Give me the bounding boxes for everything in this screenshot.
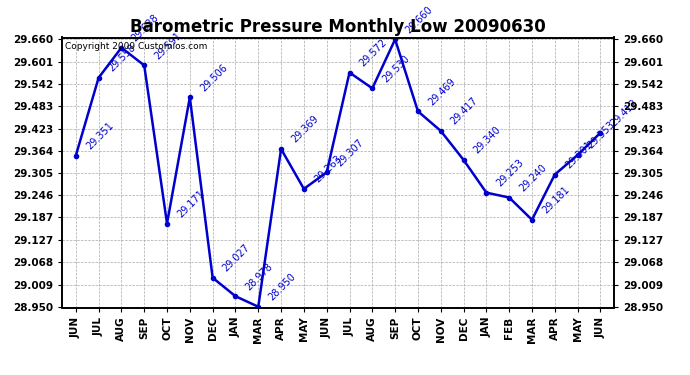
Text: 29.353: 29.353 [586,120,617,151]
Text: 29.572: 29.572 [358,37,389,68]
Text: 29.240: 29.240 [518,162,549,194]
Title: Barometric Pressure Monthly Low 20090630: Barometric Pressure Monthly Low 20090630 [130,18,546,36]
Text: 29.351: 29.351 [84,120,115,152]
Text: 29.369: 29.369 [289,114,320,145]
Text: 29.660: 29.660 [404,4,435,35]
Text: 29.469: 29.469 [426,76,457,107]
Text: 29.506: 29.506 [198,62,229,93]
Text: 29.253: 29.253 [495,158,526,189]
Text: 29.638: 29.638 [130,13,161,44]
Text: 29.591: 29.591 [152,30,184,61]
Text: 29.171: 29.171 [175,188,206,219]
Text: Copyright 2009 Customios.com: Copyright 2009 Customios.com [65,42,207,51]
Text: 28.950: 28.950 [266,272,297,303]
Text: 29.340: 29.340 [472,125,503,156]
Text: 29.301: 29.301 [563,140,594,170]
Text: 29.412: 29.412 [609,98,640,129]
Text: 29.027: 29.027 [221,243,252,274]
Text: 29.181: 29.181 [540,184,571,216]
Text: 29.307: 29.307 [335,137,366,168]
Text: 29.558: 29.558 [107,42,138,74]
Text: 29.263: 29.263 [312,154,343,185]
Text: 29.417: 29.417 [449,96,480,127]
Text: 29.530: 29.530 [381,53,412,84]
Text: 28.978: 28.978 [244,261,275,292]
